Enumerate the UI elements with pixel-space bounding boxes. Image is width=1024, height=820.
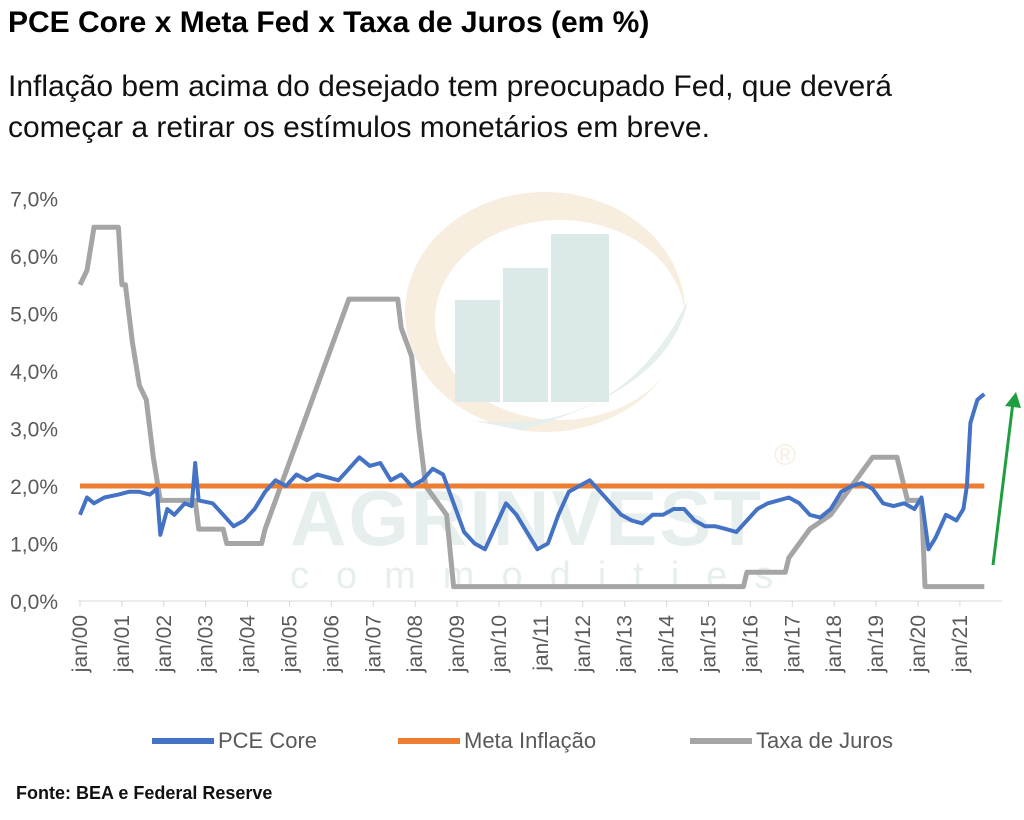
y-tick-label: 4,0% [10,361,58,384]
logo-swoosh [405,192,685,432]
source-note: Fonte: BEA e Federal Reserve [16,783,273,803]
legend-item-taxa-de-juros: Taxa de Juros [690,727,893,755]
x-tick-label: jan/06 [320,615,343,673]
legend-label-meta-inflacao: Meta Inflação [464,728,597,753]
logo-swoosh-lower [470,300,688,430]
logo-swoosh-cutout [435,220,685,420]
agrinvest-watermark-logo: AGRINVEST commodities ® [290,192,800,597]
series-line-taxa-de-juros [77,224,985,590]
watermark-tagline: commodities [290,555,800,597]
x-tick-label: jan/07 [362,615,385,673]
y-tick-label: 6,0% [10,246,58,269]
y-tick-label: 0,0% [10,591,58,614]
x-tick-label: jan/14 [656,615,679,674]
logo-bar-3 [551,234,609,402]
x-tick-label: jan/09 [446,615,469,673]
x-tick-label: jan/05 [279,615,302,673]
y-tick-label: 7,0% [10,189,58,212]
legend-swatch-pce-core [152,738,214,744]
y-tick-label: 2,0% [10,476,58,499]
x-tick-label: jan/11 [530,615,553,672]
watermark-registered-mark: ® [774,439,796,472]
x-tick-label: jan/19 [865,615,888,673]
chart-title: PCE Core x Meta Fed x Taxa de Juros (em … [8,6,650,39]
x-tick-label: jan/16 [739,615,762,673]
y-tick-label: 3,0% [10,419,58,442]
x-tick-label: jan/10 [488,615,511,673]
y-tick-label: 5,0% [10,304,58,327]
legend-swatch-meta-inflacao [398,738,460,744]
y-tick-label: 1,0% [10,534,58,557]
x-tick-label: jan/21 [949,615,972,673]
trend-arrow [991,392,1021,566]
x-tick-label: jan/00 [69,615,92,673]
x-tick-label: jan/13 [614,615,637,673]
chart-subtitle: Inflação bem acima do desejado tem preoc… [8,70,892,144]
logo-bar-2 [503,268,548,402]
legend-item-pce-core: PCE Core [152,727,317,755]
x-tick-label: jan/08 [404,615,427,673]
x-tick-label: jan/03 [195,615,218,673]
x-tick-label: jan/02 [153,615,176,673]
x-tick-label: jan/20 [907,615,930,673]
x-tick-label: jan/18 [823,615,846,673]
x-tick-label: jan/15 [698,615,721,673]
series-lines [77,224,986,590]
watermark-brand-text: AGRINVEST [290,474,763,562]
x-axis-labels: jan/00 jan/01 jan/02 jan/03 jan/04 jan/05 jan/… [69,601,972,673]
x-tick-label: jan/12 [572,615,595,673]
x-tick-label: jan/17 [781,615,804,673]
x-tick-label: jan/01 [111,615,134,673]
legend-label-taxa-de-juros: Taxa de Juros [756,728,893,753]
legend-item-meta-inflacao: Meta Inflação [398,727,596,755]
legend-swatch-taxa-de-juros [690,738,752,744]
y-axis-labels: 0,0% 1,0% 2,0% 3,0% 4,0% 5,0% 6,0% 7,0% [10,189,58,615]
logo-bar-1 [455,300,500,402]
series-line-pce-core [78,392,986,552]
x-tick-label: jan/04 [237,615,260,674]
legend-label-pce-core: PCE Core [218,728,318,753]
